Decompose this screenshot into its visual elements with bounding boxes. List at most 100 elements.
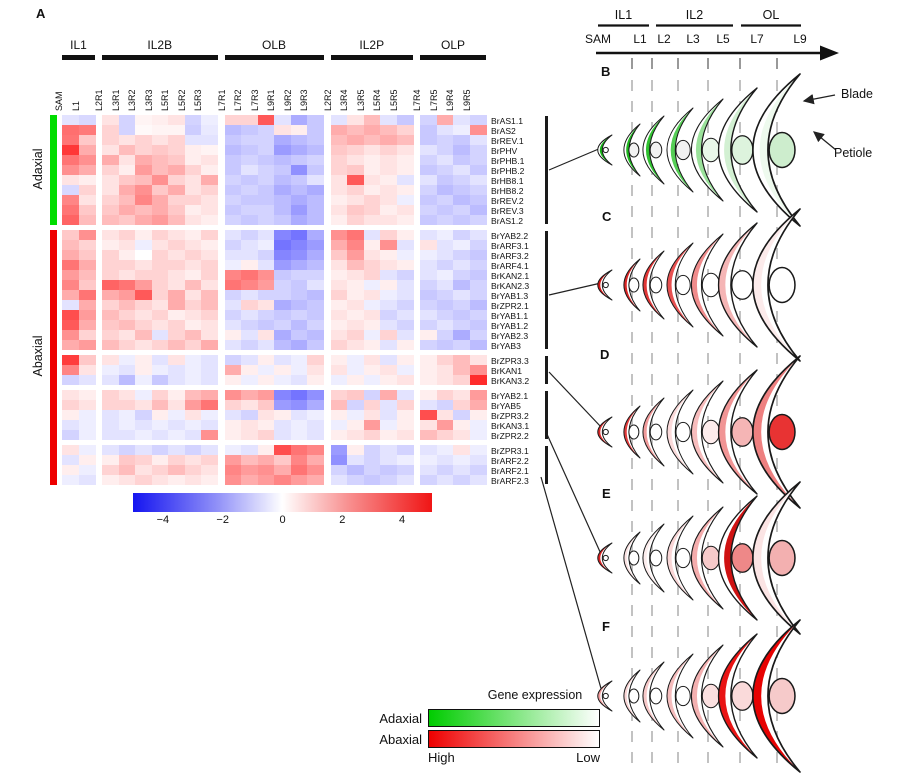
leaf-blade-outline [597, 134, 613, 166]
heatmap-cell [347, 250, 364, 260]
heatmap-cell [78, 230, 96, 240]
heatmap-cell [274, 300, 291, 310]
heatmap-cell [184, 205, 202, 215]
heatmap-cell [168, 250, 185, 260]
heatmap-cell [257, 135, 275, 145]
heatmap-cell [224, 240, 242, 250]
heatmap-cell [347, 135, 364, 145]
heatmap-cell [330, 445, 348, 455]
heatmap-cell [151, 270, 169, 280]
heatmap-cell [62, 390, 79, 400]
heatmap-cell [453, 355, 470, 365]
row-label-BrAS1.1: BrAS1.1 [491, 115, 524, 126]
heatmap-cell [363, 250, 381, 260]
heatmap-cell [420, 185, 437, 195]
heatmap-cell [257, 195, 275, 205]
heatmap-cell [201, 240, 218, 250]
heatmap-cell [62, 445, 79, 455]
heatmap-cell [151, 375, 169, 385]
heatmap-cell [184, 240, 202, 250]
heatmap-cell [330, 340, 348, 350]
heatmap-cell [257, 270, 275, 280]
heatmap-cell [436, 185, 454, 195]
heatmap-cell [290, 445, 308, 455]
leaf-petiole [701, 545, 721, 571]
heatmap-cell [380, 355, 397, 365]
heatmap-cell [201, 320, 218, 330]
heatmap-cell [436, 365, 454, 375]
heatmap-cell [201, 400, 218, 410]
leaf-L9 [752, 73, 801, 227]
heatmap-cell [307, 165, 324, 175]
heatmap-cell [102, 145, 119, 155]
heatmap-cell [102, 310, 119, 320]
heatmap-cell [307, 250, 324, 260]
heatmap-cell [102, 330, 119, 340]
leaf-L1 [623, 123, 641, 177]
heatmap-cell [453, 365, 470, 375]
heatmap-cell [307, 330, 324, 340]
heatmap-cell [380, 475, 397, 485]
heatmap-cell [201, 230, 218, 240]
leaf-petiole [701, 683, 721, 709]
leaf-blade-outline [717, 369, 758, 495]
heatmap-cell [453, 125, 470, 135]
heatmap-cell [118, 445, 136, 455]
heatmap-cell [396, 155, 414, 165]
leaf-petiole [768, 266, 796, 304]
heatmap-cell [118, 375, 136, 385]
heatmap-cell [118, 400, 136, 410]
heatmap-cell [102, 195, 119, 205]
heatmap-cell [151, 455, 169, 465]
column-group-label-IL1: IL1 [70, 38, 87, 52]
heatmap-cell [420, 330, 437, 340]
leaf-L9 [752, 481, 801, 635]
heatmap-cell [469, 300, 487, 310]
leaf-blade-outline [666, 653, 694, 739]
heatmap-cell [420, 455, 437, 465]
leaf-blade-outline [717, 495, 758, 621]
heatmap-cell [274, 145, 291, 155]
developmental-axis [596, 24, 839, 69]
heatmap-cell [102, 260, 119, 270]
axis-group-label-IL2: IL2 [685, 8, 704, 22]
row-label-BrKAN2.1: BrKAN2.1 [491, 270, 530, 281]
sam-meristem-dot [602, 428, 609, 436]
heatmap-cell [347, 205, 364, 215]
heatmap-cell [274, 175, 291, 185]
heatmap-cell [307, 240, 324, 250]
heatmap-cell [184, 330, 202, 340]
side-label-adaxial: Adaxial [31, 148, 45, 190]
leaf-SAM [597, 542, 613, 574]
leaf-petiole [675, 274, 691, 296]
heatmap-cell [224, 340, 242, 350]
heatmap-cell [290, 375, 308, 385]
heatmap-cell [201, 125, 218, 135]
heatmap-cell [396, 400, 414, 410]
row-label-BrYAB1.2: BrYAB1.2 [491, 320, 529, 331]
leaf-petiole [675, 421, 691, 443]
heatmap-cell [135, 300, 152, 310]
heatmap-cell [118, 135, 136, 145]
heatmap-cell [307, 340, 324, 350]
heatmap-cell [469, 420, 487, 430]
heatmap-cell [168, 390, 185, 400]
petiole-arrow [812, 131, 837, 151]
leaf-L7 [717, 87, 758, 213]
axis-group-label-OL: OL [762, 8, 780, 22]
stage-label-L3: L3 [686, 32, 700, 46]
column-label-L7R5: L7R5 [428, 89, 439, 111]
heatmap-cell [78, 455, 96, 465]
heatmap-cell [184, 420, 202, 430]
heatmap-cell [290, 430, 308, 440]
heatmap-cell [201, 375, 218, 385]
heatmap-cell [330, 185, 348, 195]
heatmap-cell [168, 365, 185, 375]
heatmap-cell [396, 390, 414, 400]
heatmap-cell [274, 125, 291, 135]
heatmap-cell [307, 475, 324, 485]
heatmap-cell [241, 355, 258, 365]
heatmap-cell [78, 320, 96, 330]
heatmap-cell [307, 280, 324, 290]
heatmap-cell [290, 165, 308, 175]
